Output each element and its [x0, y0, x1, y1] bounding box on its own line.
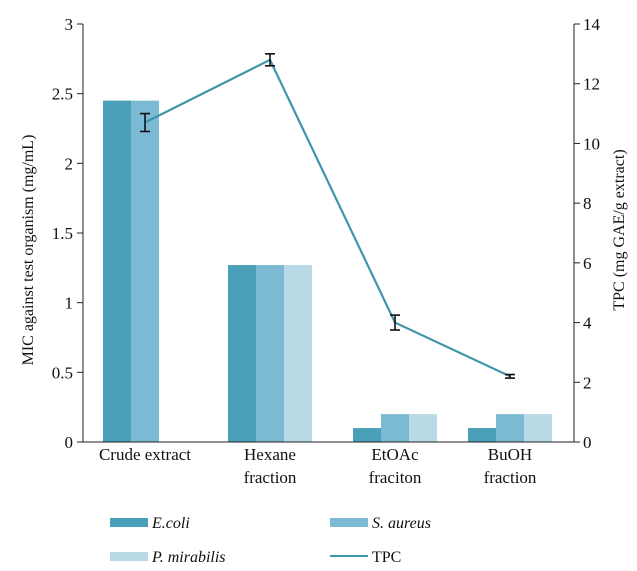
- y-right-tick-label: 10: [583, 134, 600, 153]
- bar-p-mirabilis-1: [284, 265, 312, 442]
- y-left-axis-label: MIC against test organism (mg/mL): [20, 135, 37, 366]
- y-left-tick-label: 1.5: [52, 224, 73, 243]
- axes-layer: 0 0.5 1 1.5 2 2.5 3 0 2 4 6 8 10 12 14 Crude extract Hex…: [52, 15, 601, 487]
- legend-label-p-mirabilis: P. mirabilis: [151, 549, 226, 566]
- y-left-tick-label: 1: [65, 294, 74, 313]
- y-right-tick-label: 0: [583, 433, 592, 452]
- tpc-line-layer: [140, 53, 515, 379]
- bar-p-mirabilis-3: [524, 414, 552, 442]
- x-category-label: Hexane fraction: [244, 445, 297, 487]
- y-right-tick-label: 12: [583, 75, 600, 94]
- bar-e-coli-1: [228, 265, 256, 442]
- y-right-tick-label: 2: [583, 373, 592, 392]
- y-right-axis-label: TPC (mg GAE/g extract): [611, 149, 628, 310]
- x-category-label: Crude extract: [99, 445, 191, 464]
- tpc-line: [144, 58, 511, 378]
- y-right-tick-label: 6: [583, 254, 592, 273]
- legend-swatch-p-mirabilis: [110, 552, 148, 561]
- legend-label-e-coli: E.coli: [151, 515, 190, 532]
- y-left-tick-label: 0.5: [52, 363, 73, 382]
- legend-label-tpc: TPC: [372, 549, 401, 566]
- bar-e-coli-2: [353, 428, 381, 442]
- y-left-tick-label: 3: [65, 15, 74, 34]
- legend: E.coli S. aureus P. mirabilis TPC: [110, 515, 431, 566]
- legend-swatch-e-coli: [110, 518, 148, 527]
- bars-layer: [103, 100, 552, 442]
- y-left-tick-label: 0: [65, 433, 74, 452]
- y-right-tick-label: 14: [583, 15, 601, 34]
- legend-swatch-s-aureus: [330, 518, 368, 527]
- x-category-label: BuOH fraction: [484, 445, 537, 487]
- y-right-tick-label: 8: [583, 194, 592, 213]
- bar-s-aureus-2: [381, 414, 409, 442]
- bar-s-aureus-0: [131, 100, 159, 442]
- legend-label-s-aureus: S. aureus: [372, 515, 431, 532]
- bar-e-coli-0: [103, 100, 131, 442]
- bar-s-aureus-1: [256, 265, 284, 442]
- y-left-tick-label: 2: [65, 154, 74, 173]
- y-left-tick-label: 2.5: [52, 85, 73, 104]
- x-category-label: EtOAc fraciton: [369, 445, 422, 487]
- bar-p-mirabilis-2: [409, 414, 437, 442]
- bar-e-coli-3: [468, 428, 496, 442]
- bar-s-aureus-3: [496, 414, 524, 442]
- y-right-tick-label: 4: [583, 314, 592, 333]
